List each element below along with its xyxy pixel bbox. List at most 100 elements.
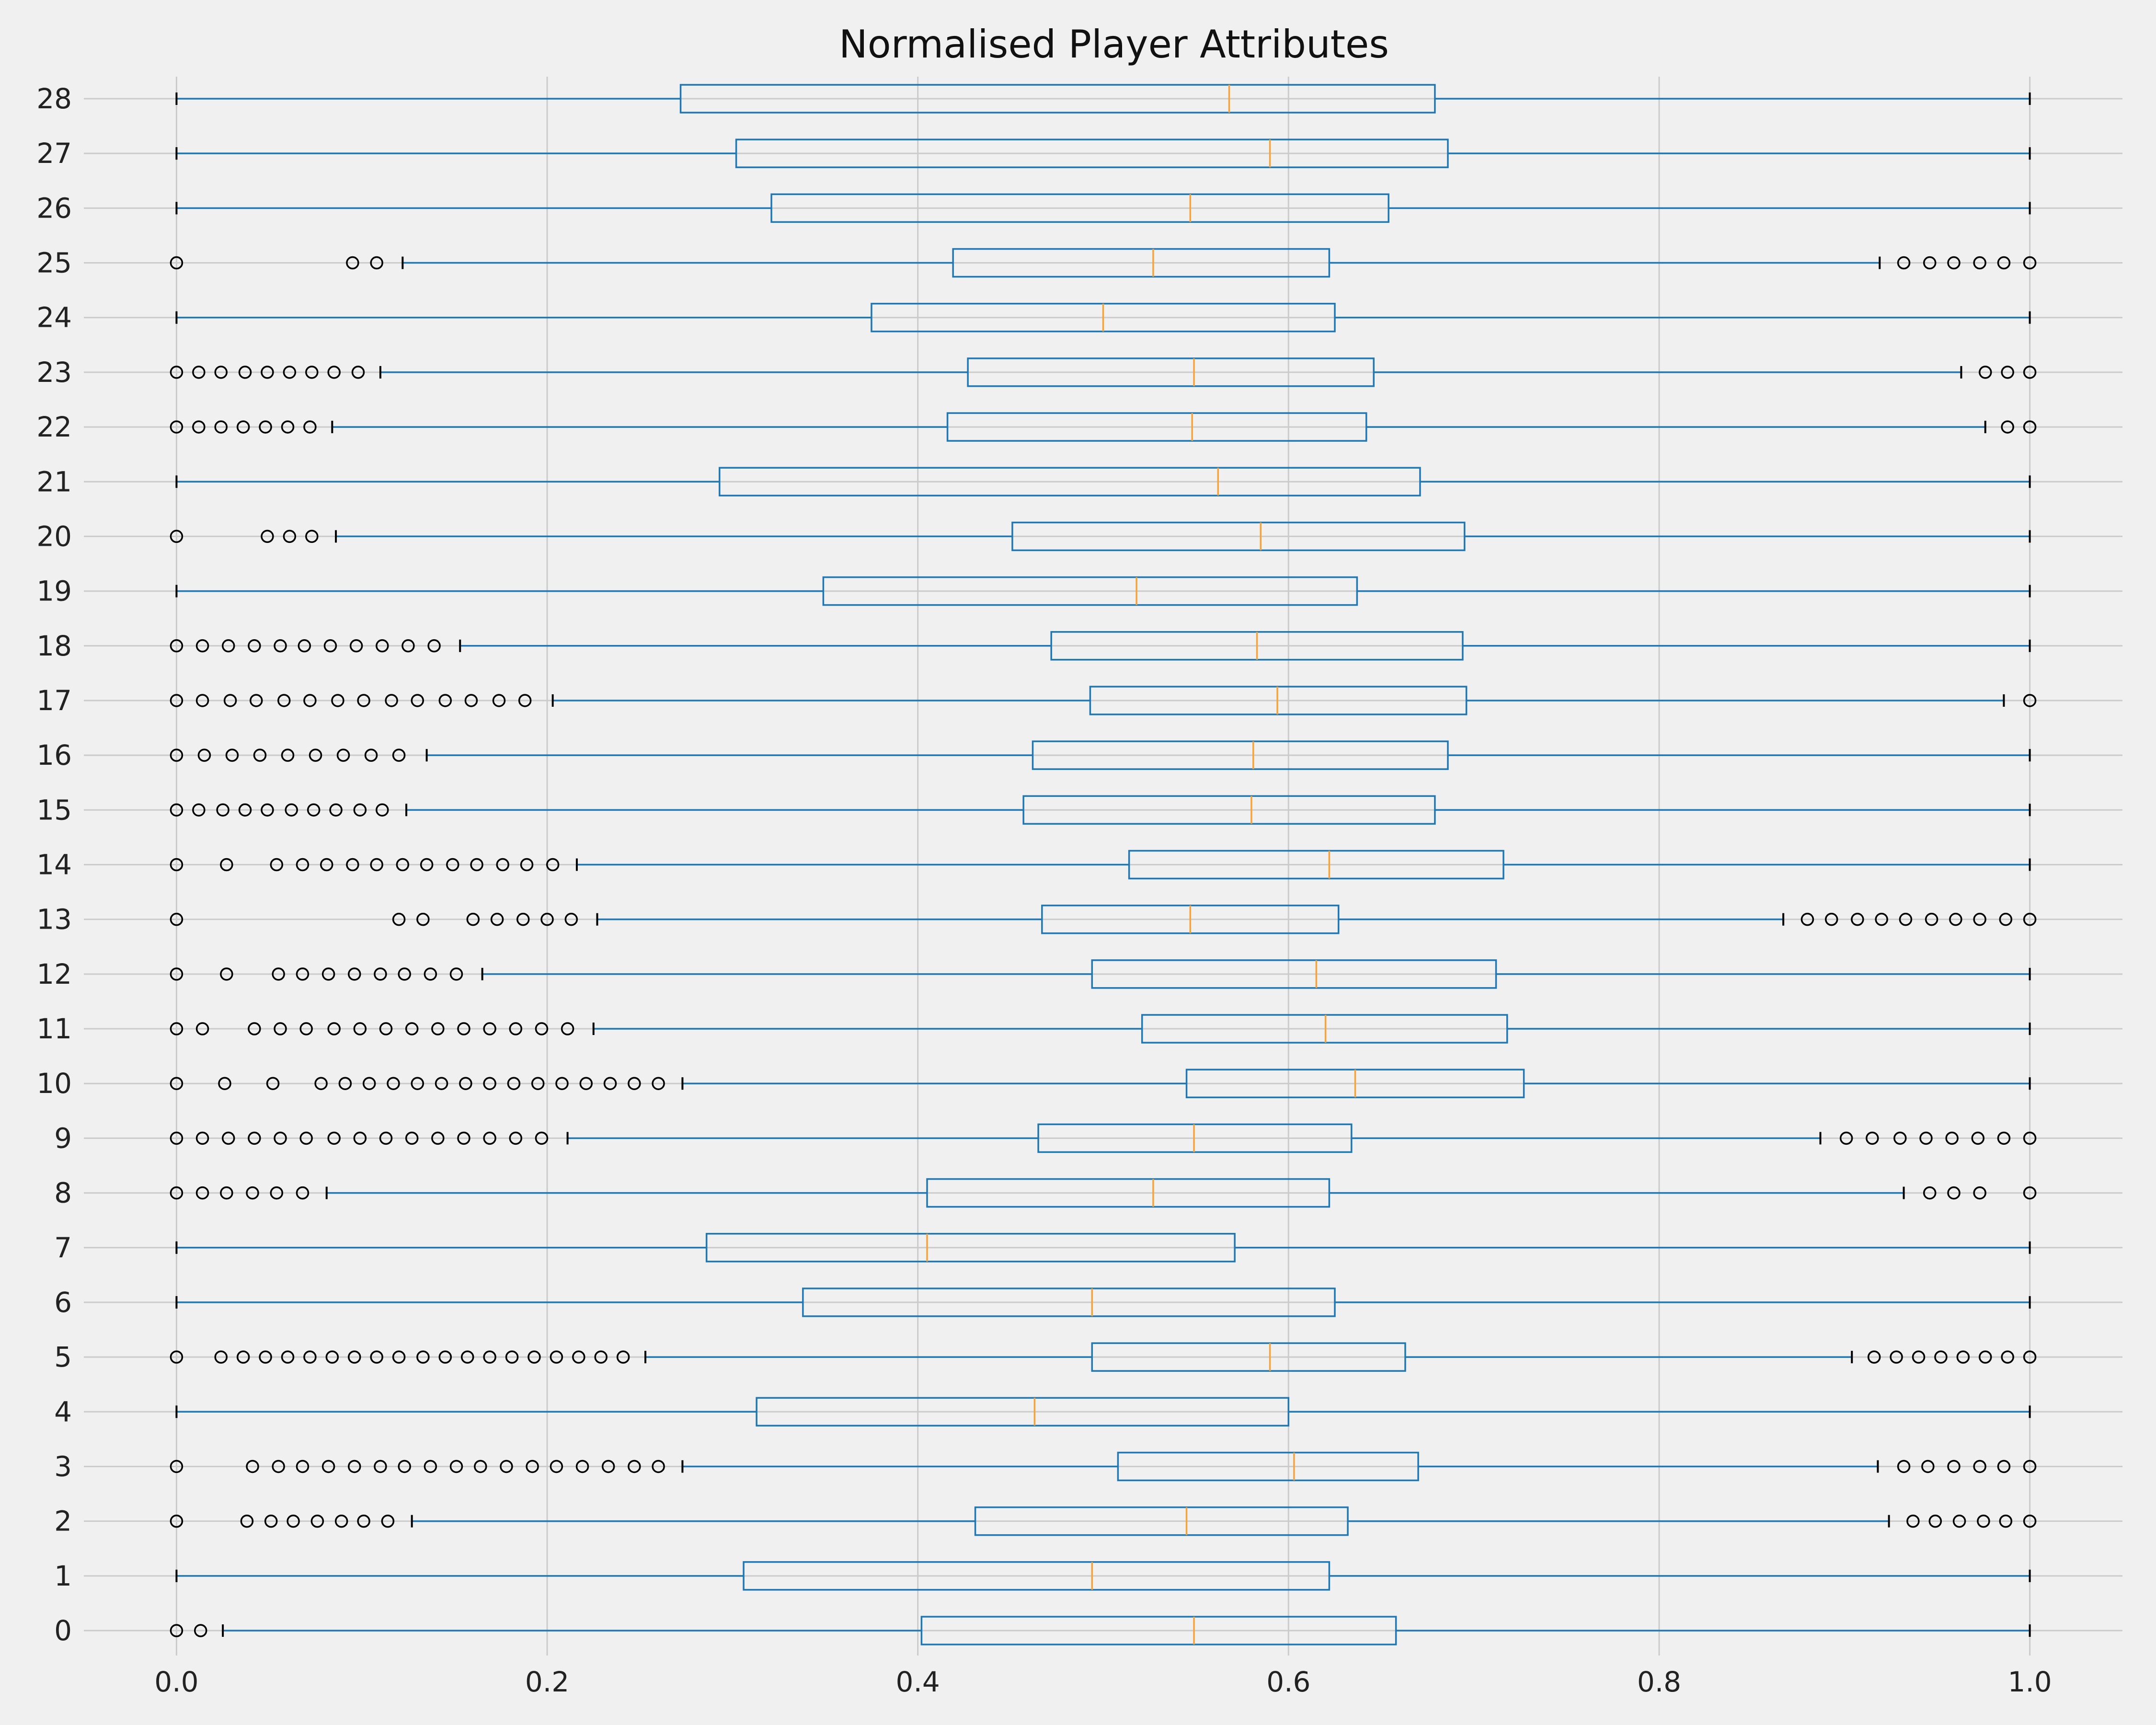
flier-point bbox=[287, 1514, 300, 1528]
flier-point bbox=[296, 967, 310, 981]
y-tick-label: 28 bbox=[36, 82, 72, 115]
flier-point bbox=[192, 803, 206, 817]
flier-point bbox=[329, 803, 343, 817]
flier-point bbox=[474, 1460, 487, 1473]
flier-point bbox=[299, 1131, 313, 1145]
flier-point bbox=[1923, 256, 1937, 270]
flier-point bbox=[353, 1131, 367, 1145]
flier-point bbox=[194, 1624, 207, 1637]
flier-point bbox=[1973, 1460, 1986, 1473]
box-iqr bbox=[1032, 740, 1449, 770]
box-24 bbox=[175, 302, 2031, 333]
flier-point bbox=[351, 366, 365, 379]
y-tick-label: 21 bbox=[36, 465, 72, 498]
y-tick-label: 16 bbox=[36, 739, 72, 771]
flier-point bbox=[346, 256, 359, 270]
flier-point bbox=[348, 1460, 361, 1473]
flier-point bbox=[283, 529, 297, 543]
y-tick-label: 10 bbox=[36, 1067, 72, 1100]
box-iqr bbox=[743, 1561, 1330, 1591]
flier-point bbox=[236, 420, 250, 434]
flier-point bbox=[370, 256, 383, 270]
flier-point bbox=[192, 420, 206, 434]
flier-point bbox=[449, 1460, 463, 1473]
flier-point bbox=[274, 1131, 287, 1145]
box-20 bbox=[170, 521, 2031, 552]
flier-point bbox=[296, 858, 310, 872]
box-iqr bbox=[1141, 1014, 1508, 1044]
box-iqr bbox=[802, 1288, 1336, 1317]
box-13 bbox=[170, 904, 2037, 934]
flier-point bbox=[357, 1514, 370, 1528]
flier-point bbox=[370, 858, 383, 872]
flier-point bbox=[483, 1350, 496, 1364]
flier-point bbox=[470, 858, 483, 872]
flier-point bbox=[214, 420, 228, 434]
flier-point bbox=[303, 694, 317, 707]
flier-point bbox=[379, 1131, 393, 1145]
flier-point bbox=[195, 639, 209, 653]
flier-point bbox=[1999, 912, 2013, 926]
flier-point bbox=[2023, 694, 2037, 707]
flier-point bbox=[1947, 1460, 1961, 1473]
flier-point bbox=[2001, 1350, 2014, 1364]
x-tick-label: 0.8 bbox=[1637, 1666, 1681, 1698]
flier-point bbox=[376, 803, 389, 817]
flier-point bbox=[492, 694, 506, 707]
x-tick-labels: 0.0 0.2 0.4 0.6 0.8 1.0 bbox=[154, 1666, 2052, 1698]
flier-point bbox=[357, 694, 370, 707]
flier-point bbox=[197, 748, 211, 762]
flier-point bbox=[572, 1350, 585, 1364]
flier-point bbox=[1997, 1131, 2011, 1145]
box-1 bbox=[175, 1561, 2031, 1591]
flier-point bbox=[564, 912, 578, 926]
box-iqr bbox=[719, 467, 1421, 496]
flier-point bbox=[1921, 1460, 1935, 1473]
flier-point bbox=[261, 366, 274, 379]
flier-point bbox=[1800, 912, 1814, 926]
flier-point bbox=[349, 639, 363, 653]
flier-point bbox=[398, 1460, 411, 1473]
flier-point bbox=[579, 1077, 593, 1090]
flier-point bbox=[520, 858, 534, 872]
box-14 bbox=[170, 850, 2031, 880]
flier-point bbox=[353, 803, 367, 817]
flier-point bbox=[1956, 1350, 1970, 1364]
flier-point bbox=[2023, 1186, 2037, 1200]
flier-point bbox=[218, 1077, 231, 1090]
flier-point bbox=[170, 694, 183, 707]
flier-point bbox=[483, 1077, 496, 1090]
box-25 bbox=[170, 248, 2037, 278]
flier-point bbox=[490, 912, 504, 926]
y-tick-label: 27 bbox=[36, 137, 72, 170]
flier-point bbox=[296, 1460, 310, 1473]
flier-point bbox=[1949, 912, 1962, 926]
flier-point bbox=[277, 694, 291, 707]
flier-point bbox=[248, 1022, 261, 1035]
flier-point bbox=[253, 748, 267, 762]
box-iqr bbox=[1022, 795, 1436, 825]
flier-point bbox=[387, 1077, 400, 1090]
y-tick-label: 24 bbox=[36, 301, 72, 334]
flier-point bbox=[1973, 912, 1986, 926]
flier-point bbox=[331, 694, 344, 707]
flier-point bbox=[1897, 1460, 1911, 1473]
flier-point bbox=[550, 1350, 563, 1364]
flier-point bbox=[535, 1022, 549, 1035]
box-iqr bbox=[1091, 959, 1497, 989]
flier-point bbox=[321, 967, 335, 981]
flier-point bbox=[1971, 1131, 1985, 1145]
flier-point bbox=[323, 639, 337, 653]
flier-point bbox=[370, 1350, 383, 1364]
flier-point bbox=[1947, 256, 1961, 270]
flier-point bbox=[457, 1131, 470, 1145]
flier-point bbox=[238, 366, 252, 379]
box-21 bbox=[175, 467, 2031, 496]
flier-point bbox=[325, 1350, 339, 1364]
y-tick-label: 15 bbox=[36, 794, 72, 826]
flier-point bbox=[327, 1131, 341, 1145]
flier-point bbox=[500, 1460, 513, 1473]
flier-point bbox=[483, 1022, 496, 1035]
